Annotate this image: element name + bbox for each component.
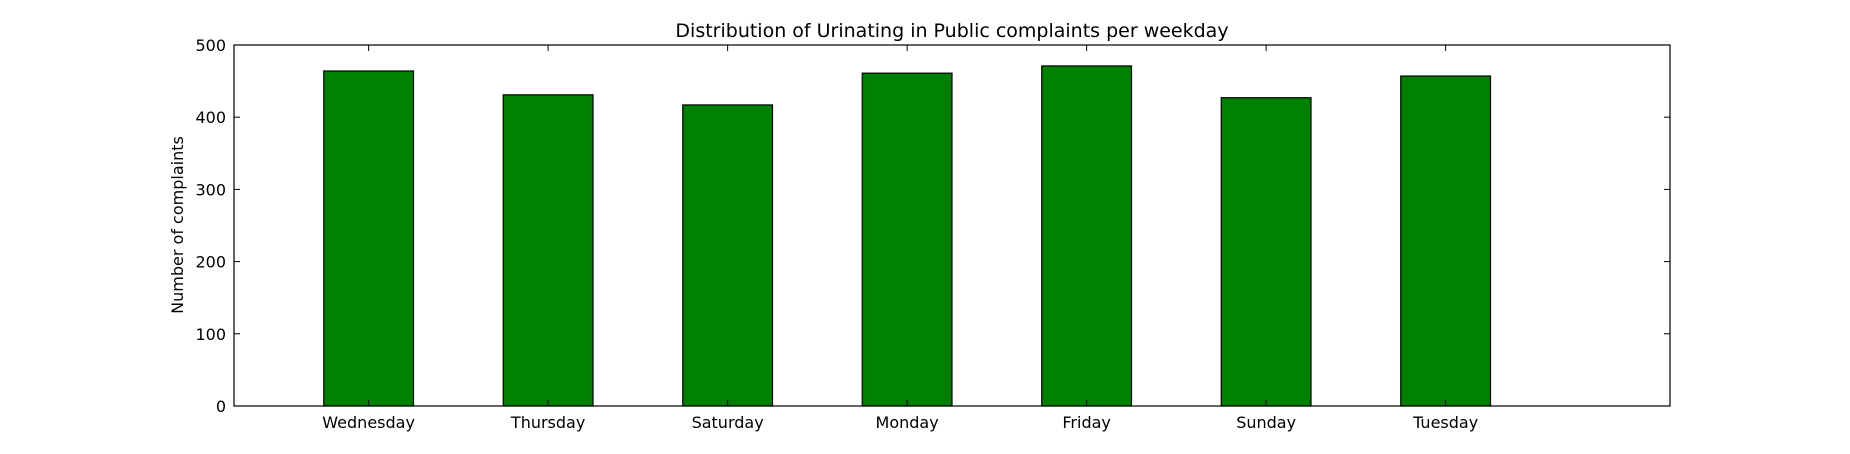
y-tick-label: 300 (195, 180, 226, 199)
bar-wednesday (323, 70, 415, 407)
bar-monday (861, 72, 953, 407)
bar-saturday (682, 104, 774, 407)
chart-title: Distribution of Urinating in Public comp… (675, 20, 1228, 42)
x-tick-label: Wednesday (322, 413, 415, 432)
y-tick-label: 400 (195, 108, 226, 127)
y-tick-label: 500 (195, 36, 226, 55)
x-tick-label: Monday (876, 413, 939, 432)
y-tick-label: 0 (216, 397, 226, 416)
bar-friday (1041, 65, 1133, 407)
bar-sunday (1220, 97, 1312, 407)
bar-tuesday (1400, 75, 1492, 407)
bars-layer (323, 65, 1492, 407)
x-tick-label: Friday (1062, 413, 1111, 432)
x-axis: Wednesday Thursday Saturday Monday Friday Sun… (322, 45, 1478, 432)
y-tick-label: 200 (195, 253, 226, 272)
y-axis: 0 100 200 300 400 500 (195, 36, 1670, 416)
y-tick-label: 100 (195, 325, 226, 344)
x-tick-label: Thursday (510, 413, 585, 432)
bar-thursday (502, 94, 594, 407)
x-tick-label: Saturday (692, 413, 764, 432)
plot-frame (233, 44, 1671, 407)
x-tick-label: Tuesday (1412, 413, 1478, 432)
y-axis-label: Number of complaints (168, 136, 187, 314)
x-tick-label: Sunday (1236, 413, 1296, 432)
